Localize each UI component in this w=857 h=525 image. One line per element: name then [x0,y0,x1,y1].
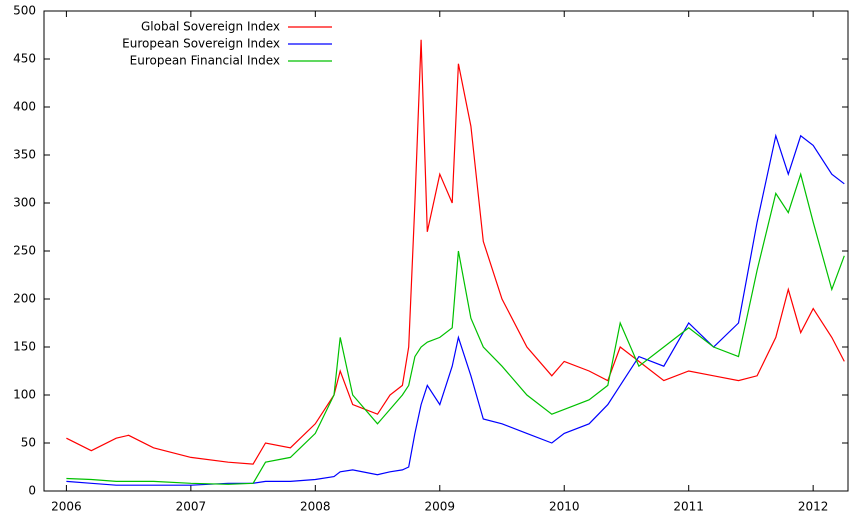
x-tick-label: 2007 [176,500,207,514]
y-tick-label: 150 [13,340,36,354]
series-line [66,39,845,465]
x-tick-label: 2008 [300,500,331,514]
y-tick-label: 400 [13,100,36,114]
plot-frame [43,10,849,492]
y-tick-label: 0 [28,484,36,498]
y-tick-label: 250 [13,244,36,258]
y-tick-label: 450 [13,52,36,66]
y-tick-label: 500 [13,4,36,18]
legend-label: Global Sovereign Index [141,20,280,34]
y-tick-label: 200 [13,292,36,306]
series-line [66,172,845,485]
x-tick-label: 2012 [798,500,829,514]
y-tick-label: 50 [21,436,36,450]
y-tick-label: 350 [13,148,36,162]
series-line [66,133,845,486]
legend-label: European Sovereign Index [122,37,280,51]
y-tick-label: 300 [13,196,36,210]
y-tick-label: 100 [13,388,36,402]
legend-label: European Financial Index [130,54,280,68]
x-tick-label: 2011 [673,500,704,514]
x-tick-label: 2010 [549,500,580,514]
x-tick-label: 2006 [51,500,82,514]
x-tick-label: 2009 [425,500,456,514]
